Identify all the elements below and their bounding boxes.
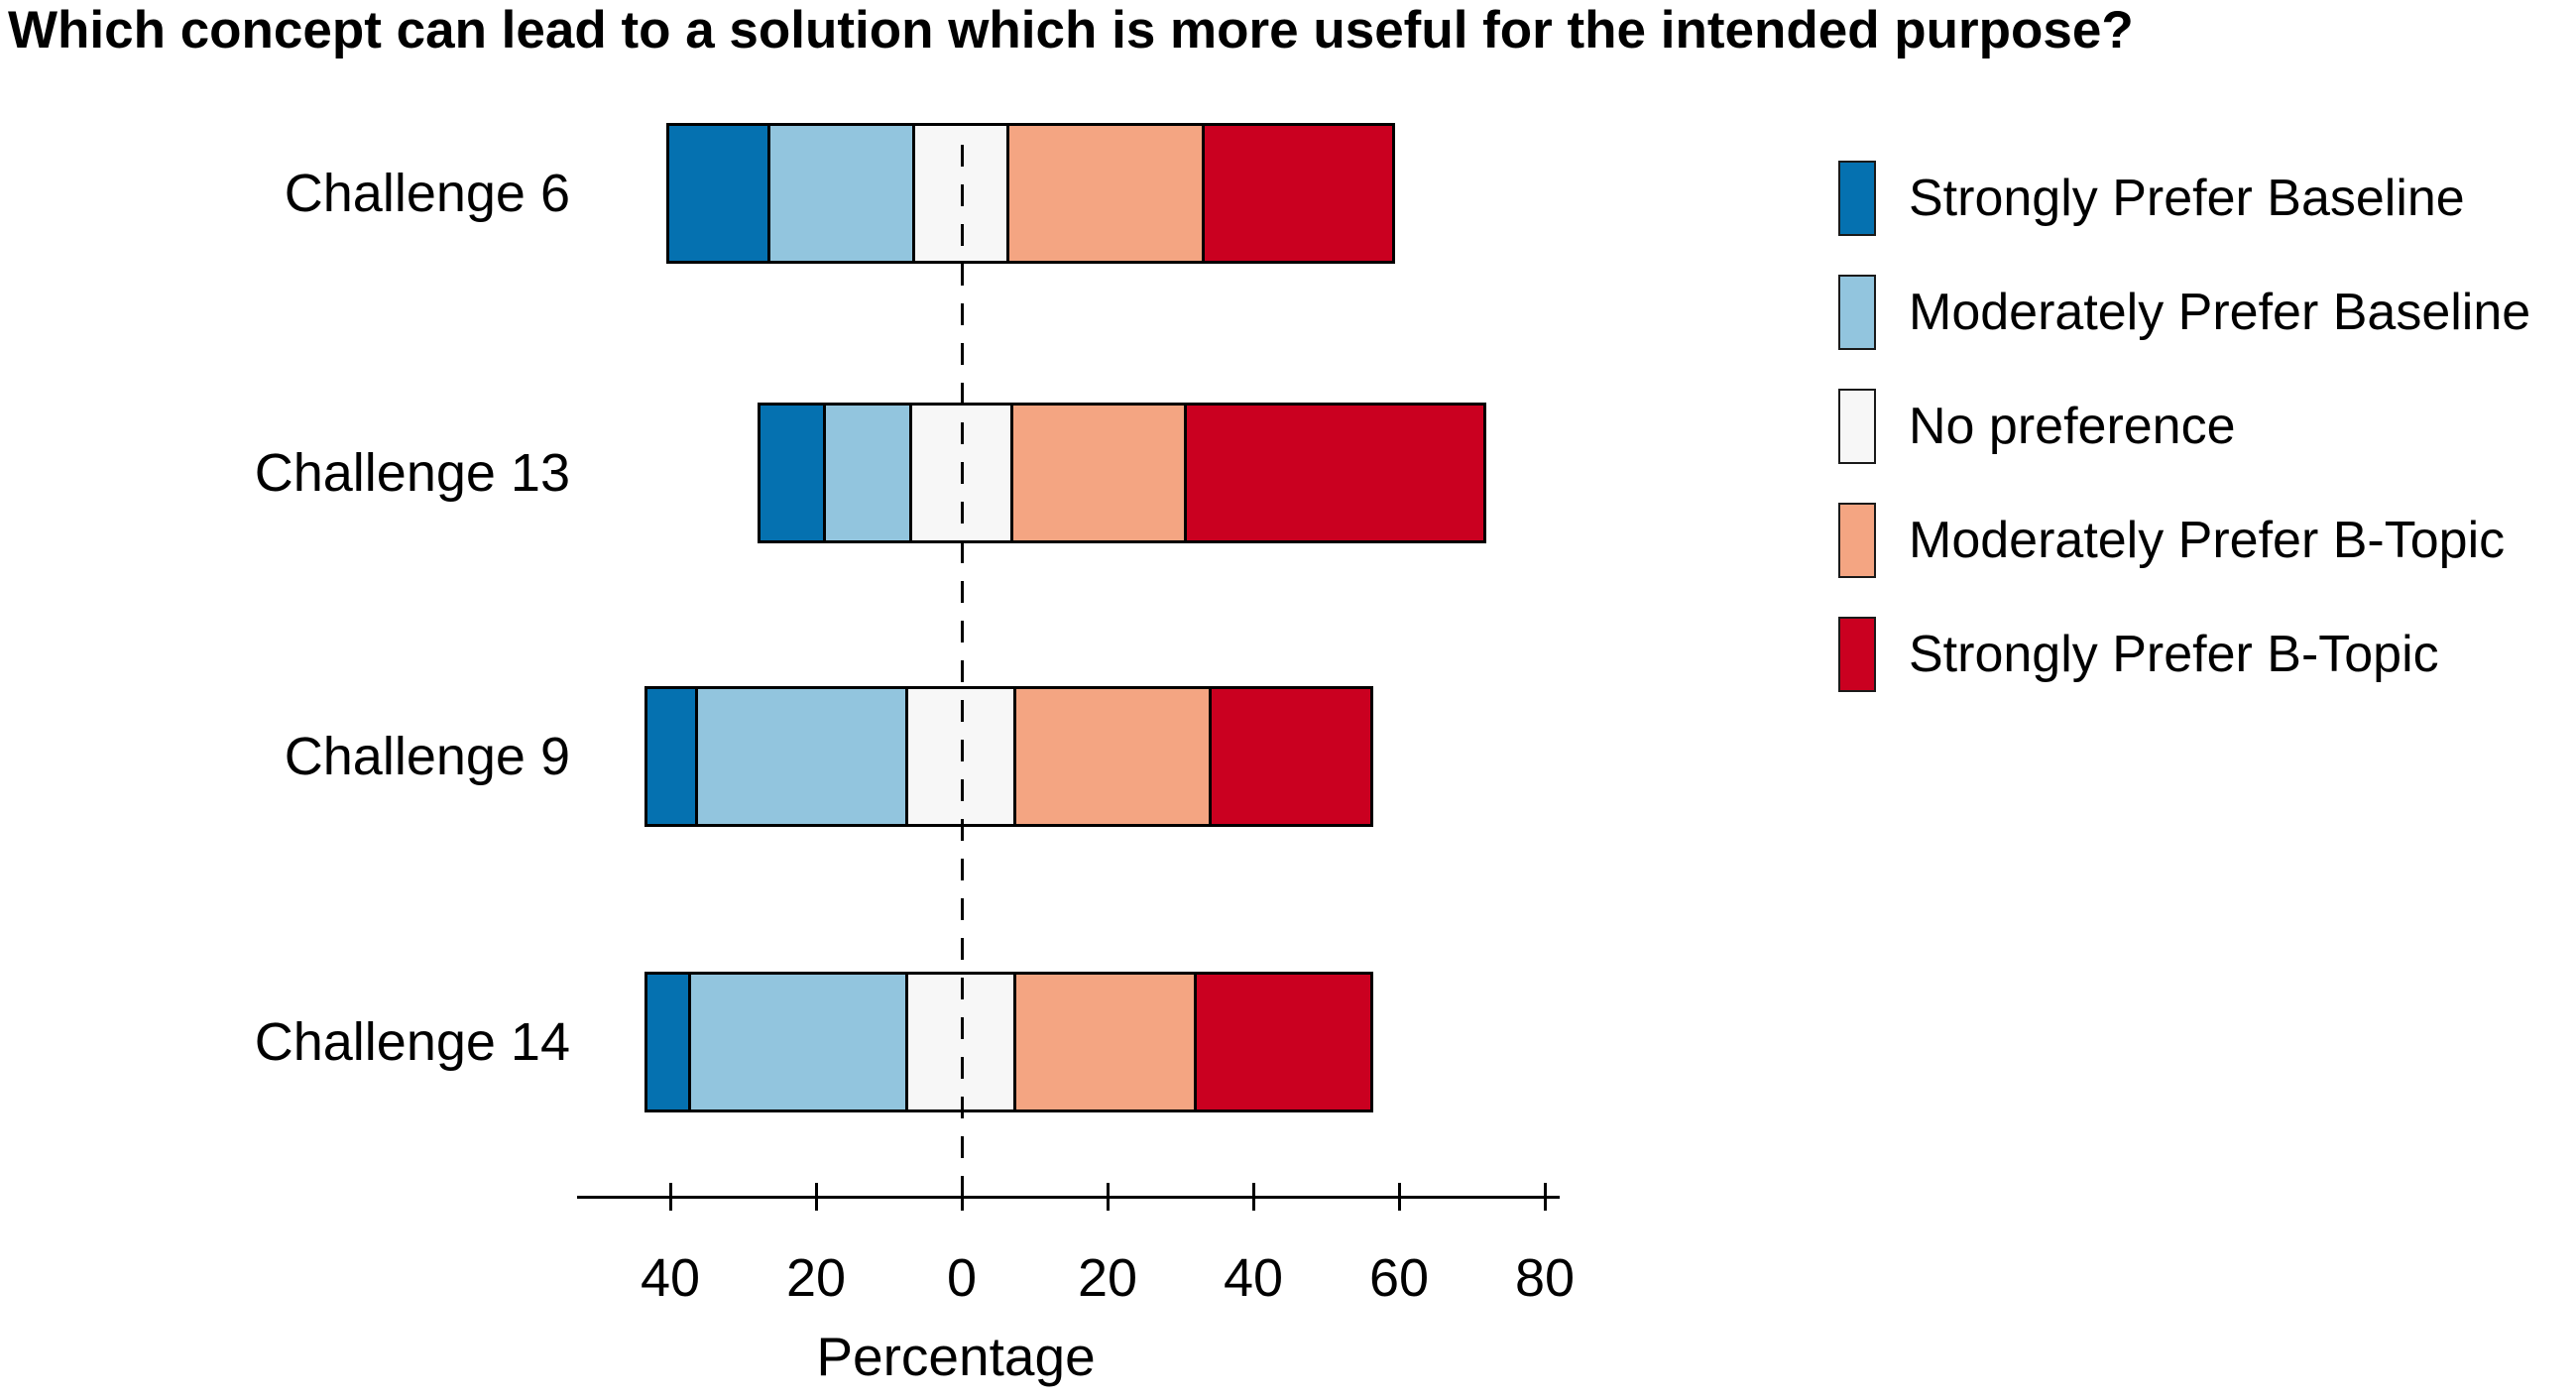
x-axis-tick (1106, 1183, 1110, 1211)
legend-label: No preference (1909, 398, 2236, 455)
bar-segment (698, 689, 908, 824)
bar-segment (1008, 126, 1205, 261)
zero-reference-line (960, 145, 964, 1196)
bar-segment (1211, 689, 1371, 824)
bar-segment (1013, 406, 1188, 540)
x-tick-label: 20 (785, 1248, 847, 1308)
x-tick-label: 60 (1368, 1248, 1430, 1308)
x-axis-tick (814, 1183, 818, 1211)
bar-segment (1204, 126, 1393, 261)
x-tick-label: 40 (1223, 1248, 1284, 1308)
bar-row-3 (644, 686, 1374, 827)
x-axis-tick (1397, 1183, 1401, 1211)
legend-swatch (1838, 161, 1876, 236)
legend-swatch (1838, 617, 1876, 692)
category-label: Challenge 13 (254, 443, 570, 503)
x-tick-label: 40 (640, 1248, 701, 1308)
category-label: Challenge 9 (284, 727, 570, 786)
bar-segment (770, 126, 916, 261)
bar-row-2 (758, 403, 1487, 543)
bar-segment (1016, 975, 1198, 1109)
bar-segment (761, 406, 826, 540)
legend-label: Moderately Prefer Baseline (1909, 284, 2531, 341)
legend-swatch (1838, 503, 1876, 578)
legend-swatch (1838, 389, 1876, 464)
x-tick-label: 80 (1514, 1248, 1576, 1308)
bar-segment (647, 689, 699, 824)
x-axis-tick (1543, 1183, 1547, 1211)
legend-label: Moderately Prefer B-Topic (1909, 512, 2506, 569)
bar-segment (691, 975, 908, 1109)
category-label: Challenge 14 (254, 1012, 570, 1072)
bar-segment (825, 406, 913, 540)
x-axis-title: Percentage (816, 1326, 1096, 1387)
bar-row-4 (644, 972, 1374, 1112)
bar-segment (1197, 975, 1371, 1109)
bar-segment (647, 975, 691, 1109)
x-axis-tick (1251, 1183, 1255, 1211)
x-tick-label: 20 (1077, 1248, 1138, 1308)
bar-segment (1187, 406, 1484, 540)
bar-row-1 (666, 123, 1396, 264)
x-axis-tick (960, 1183, 964, 1211)
chart-title: Which concept can lead to a solution whi… (8, 1, 2134, 59)
x-tick-label: 0 (946, 1248, 978, 1308)
x-axis-line (577, 1196, 1560, 1199)
bar-segment (1016, 689, 1212, 824)
x-axis-tick (668, 1183, 672, 1211)
legend-swatch (1838, 275, 1876, 350)
category-label: Challenge 6 (284, 164, 570, 223)
bar-segment (669, 126, 771, 261)
legend-label: Strongly Prefer B-Topic (1909, 626, 2439, 683)
legend-label: Strongly Prefer Baseline (1909, 170, 2465, 227)
